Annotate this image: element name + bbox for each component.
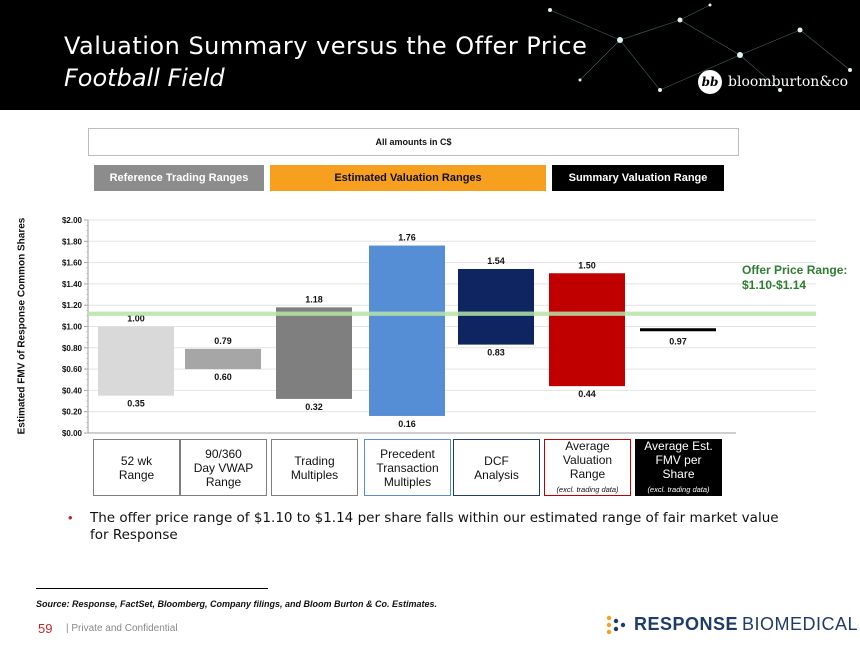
confidential-label: | Private and Confidential (66, 623, 178, 634)
category-box: Trading Multiples (271, 439, 358, 496)
network-graphic (548, 3, 852, 92)
data-label-low: 0.60 (214, 372, 232, 382)
category-box: 90/360 Day VWAP Range (180, 439, 267, 496)
data-label-high: 0.79 (214, 336, 232, 346)
range-bar (276, 307, 352, 399)
category-label-line: Multiples (290, 467, 339, 482)
offer-price-band (88, 311, 816, 316)
bloom-burton-logo: bb bloomburton&co (698, 70, 848, 94)
category-label-line: Range (118, 467, 155, 482)
footnote-rule (36, 588, 268, 589)
data-label-low: 0.32 (305, 402, 323, 412)
offer-price-label: Offer Price Range: $1.10-$1.14 (742, 263, 848, 292)
amounts-note: All amounts in C$ (88, 128, 739, 156)
range-bar (458, 268, 534, 345)
bullet-marker: • (68, 510, 73, 525)
legend-estimated-valuation: Estimated Valuation Ranges (270, 165, 546, 191)
y-tick-label: $1.60 (62, 259, 83, 268)
page-subtitle: Football Field (64, 64, 225, 92)
y-tick-label: $1.40 (62, 280, 83, 289)
category-label-line: 90/360 (205, 446, 242, 461)
range-bar (98, 326, 174, 396)
category-note: (excl. trading data) (647, 484, 710, 494)
y-tick-label: $0.00 (62, 429, 83, 438)
category-label-line: Trading (294, 453, 335, 468)
bloom-burton-logo-mark: bb (698, 70, 722, 94)
category-label-line: Transaction (376, 460, 439, 475)
data-label-high: 1.00 (127, 314, 145, 324)
category-box: 52 wk Range (93, 439, 180, 496)
category-label-line: Analysis (474, 467, 519, 482)
y-tick-label: $0.80 (62, 344, 83, 353)
category-label-line: Day VWAP (193, 460, 254, 475)
legend-summary-valuation: Summary Valuation Range (552, 165, 724, 191)
category-box: Average Est. FMV per Share (excl. trading d… (635, 439, 722, 496)
y-tick-label: $1.80 (62, 237, 83, 246)
response-logo-word2: BIOMEDICAL (742, 614, 859, 634)
range-bar (185, 348, 261, 370)
y-tick-label: $1.20 (62, 301, 83, 310)
page-title: Valuation Summary versus the Offer Price (64, 32, 588, 60)
response-logo-word1: RESPONSE (634, 614, 739, 634)
category-label-line: Valuation (562, 452, 613, 467)
page-number: 59 (38, 621, 53, 636)
data-label-low: 0.83 (487, 348, 505, 358)
range-bar (549, 273, 625, 387)
y-tick-label: $0.20 (62, 408, 83, 417)
data-label-high: 1.54 (487, 256, 505, 266)
bloom-burton-logo-text: bloomburton&co (728, 74, 849, 90)
y-tick-label: $0.60 (62, 365, 83, 374)
response-logo-icon (606, 615, 626, 634)
legend-reference-trading: Reference Trading Ranges (94, 165, 264, 191)
category-label-line: Precedent (380, 446, 435, 461)
category-box: DCF Analysis (453, 439, 540, 496)
data-label-high: 1.18 (305, 294, 323, 304)
y-tick-label: $2.00 (62, 216, 83, 225)
data-label-high: 1.50 (578, 260, 596, 270)
category-label-line: Average (565, 438, 610, 453)
data-label-low: 0.16 (398, 419, 416, 429)
category-box: Average Valuation Range (excl. trading data… (544, 439, 631, 496)
y-tick-label: $0.40 (62, 386, 83, 395)
data-label-low: 0.44 (578, 389, 596, 399)
source-footnote: Source: Response, FactSet, Bloomberg, Co… (36, 599, 438, 609)
category-note: (excl. trading data) (556, 484, 619, 494)
data-label-high: 1.76 (398, 233, 416, 243)
data-label-low: 0.35 (127, 399, 145, 409)
category-label-line: Average Est. (644, 438, 713, 453)
category-label-line: DCF (484, 453, 509, 468)
category-box: Precedent Transaction Multiples (364, 439, 451, 496)
range-bar (369, 245, 445, 416)
bullet-text: The offer price range of $1.10 to $1.14 … (90, 510, 779, 543)
category-label-line: Range (205, 474, 242, 489)
data-label: 0.97 (669, 337, 687, 347)
category-label-line: FMV per (655, 452, 702, 467)
category-label-line: Multiples (383, 474, 432, 489)
category-label-line: Share (662, 466, 695, 481)
category-label-line: Range (569, 466, 606, 481)
response-biomedical-logo: RESPONSE BIOMEDICAL (606, 614, 858, 635)
y-tick-label: $1.00 (62, 323, 83, 332)
title-banner: Valuation Summary versus the Offer Price… (0, 0, 860, 110)
category-label-line: 52 wk (120, 453, 153, 468)
